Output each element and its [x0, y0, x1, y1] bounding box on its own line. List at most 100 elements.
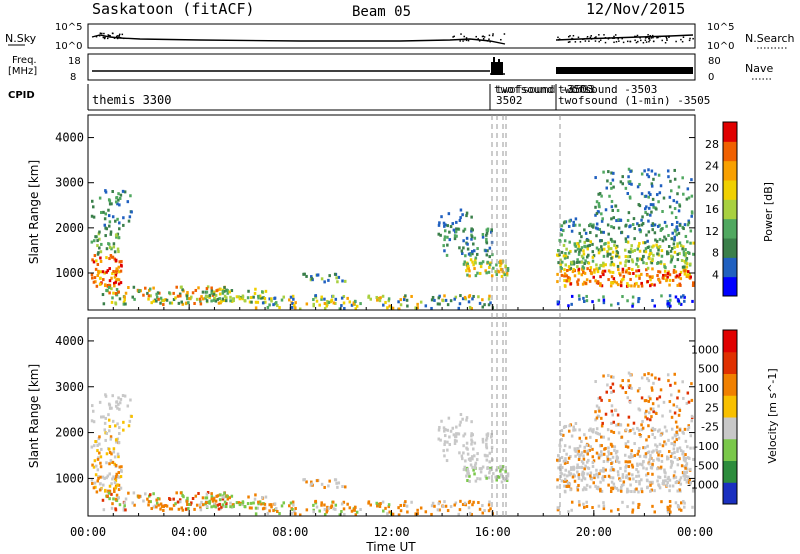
- velocity-pixel: [647, 379, 651, 383]
- power-pixel: [122, 302, 126, 306]
- noise-dot: [477, 38, 479, 40]
- power-pixel: [577, 252, 581, 256]
- power-pixel: [270, 297, 273, 301]
- velocity-pixel: [611, 455, 615, 459]
- noise-dot: [122, 37, 125, 40]
- power-pixel: [606, 179, 609, 183]
- velocity-pixel: [613, 485, 616, 489]
- power-pixel: [612, 262, 615, 266]
- power-colorbar-tick: 16: [705, 203, 719, 216]
- velocity-pixel: [610, 409, 614, 413]
- velocity-pixel: [198, 503, 202, 507]
- velocity-pixel: [676, 433, 679, 437]
- power-pixel: [594, 176, 597, 180]
- velocity-pixel: [397, 513, 401, 517]
- power-pixel: [614, 204, 618, 208]
- velocity-pixel: [272, 509, 275, 513]
- power-pixel: [106, 288, 109, 292]
- power-pixel: [92, 260, 96, 264]
- velocity-pixel: [226, 494, 229, 498]
- velocity-pixel: [575, 466, 579, 470]
- power-pixel: [691, 299, 694, 303]
- velocity-pixel: [649, 483, 652, 487]
- velocity-pixel: [660, 500, 663, 504]
- power-pixel: [690, 178, 693, 182]
- velocity-pixel: [646, 377, 649, 381]
- velocity-pixel: [576, 463, 579, 467]
- power-pixel: [305, 302, 309, 306]
- velocity-colorbar-tick: -1000: [687, 479, 719, 492]
- power-pixel: [602, 230, 605, 234]
- noise-trace-segment-2: [555, 34, 694, 41]
- power-pixel: [262, 296, 265, 300]
- velocity-pixel: [446, 448, 449, 452]
- power-pixel: [586, 247, 589, 251]
- noise-dot: [492, 34, 494, 37]
- power-pixel: [248, 300, 252, 304]
- power-pixel: [172, 291, 175, 295]
- power-pixel: [647, 230, 651, 234]
- velocity-pixel: [455, 425, 458, 429]
- power-pixel: [595, 263, 598, 267]
- power-pixel: [686, 273, 689, 277]
- velocity-pixel: [675, 438, 679, 442]
- velocity-pixel: [650, 373, 654, 377]
- power-pixel: [565, 274, 569, 278]
- power-pixel: [645, 233, 648, 237]
- power-pixel: [559, 228, 563, 232]
- power-pixel: [487, 297, 491, 301]
- power-pixel: [578, 223, 581, 227]
- power-pixel: [117, 265, 121, 269]
- noise-dot: [635, 35, 637, 38]
- power-pixel: [670, 211, 674, 215]
- velocity-pixel: [609, 489, 613, 493]
- velocity-pixel: [667, 450, 671, 454]
- velocity-pixel: [610, 444, 614, 448]
- velocity-pixel: [280, 504, 284, 508]
- power-pixel: [99, 250, 103, 254]
- velocity-pixel: [597, 406, 601, 410]
- velocity-pixel: [108, 462, 111, 466]
- power-pixel: [314, 294, 318, 298]
- power-pixel: [114, 273, 118, 277]
- noise-dot: [590, 38, 593, 40]
- velocity-colorbar-cell: [723, 373, 737, 396]
- power-pixel: [334, 297, 338, 301]
- power-pixel: [607, 245, 610, 249]
- power-pixel: [468, 269, 471, 273]
- power-pixel: [578, 239, 582, 243]
- power-pixel: [672, 270, 676, 274]
- velocity-pixel: [113, 481, 117, 485]
- velocity-pixel: [122, 428, 125, 432]
- velocity-pixel: [186, 496, 189, 500]
- power-pixel: [105, 227, 109, 231]
- power-pixel: [657, 246, 661, 250]
- velocity-pixel: [558, 443, 561, 447]
- velocity-pixel: [646, 417, 649, 421]
- velocity-pixel: [615, 423, 618, 427]
- velocity-pixel: [564, 459, 568, 463]
- velocity-pixel: [602, 507, 606, 511]
- power-pixel: [437, 232, 441, 236]
- power-pixel: [439, 233, 442, 237]
- power-pixel: [332, 301, 336, 305]
- power-pixel: [112, 245, 116, 249]
- power-pixel: [565, 247, 568, 251]
- velocity-pixel: [594, 484, 597, 488]
- velocity-pixel: [113, 455, 117, 459]
- power-pixel: [470, 215, 473, 219]
- power-pixel: [661, 276, 665, 280]
- velocity-pixel: [670, 452, 674, 456]
- noise-dot: [557, 39, 560, 41]
- power-pixel: [237, 295, 241, 299]
- power-pixel: [649, 203, 653, 207]
- velocity-pixel: [256, 506, 260, 510]
- power-pixel: [461, 297, 465, 301]
- velocity-pixel: [597, 456, 601, 460]
- noise-dot: [675, 40, 677, 43]
- power-pixel: [461, 213, 464, 217]
- power-pixel: [113, 257, 117, 261]
- power-pixel: [481, 260, 485, 264]
